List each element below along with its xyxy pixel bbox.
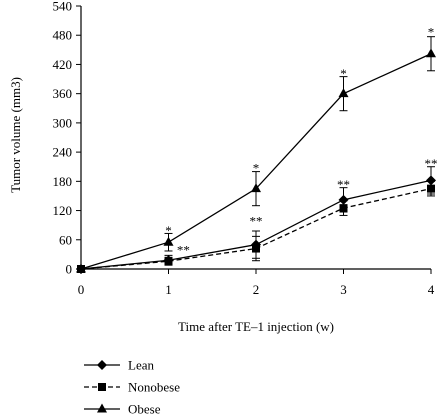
x-tick-label: 1	[165, 282, 172, 297]
legend-label-nonobese: Nonobese	[128, 380, 180, 395]
y-tick-label: 420	[53, 57, 73, 72]
data-point-obese	[338, 88, 349, 98]
y-tick-label: 60	[59, 232, 72, 247]
legend-item-nonobese: Nonobese	[84, 380, 180, 395]
data-point-nonobese	[252, 244, 260, 253]
data-point-nonobese	[427, 184, 435, 193]
data-point-obese	[163, 236, 174, 246]
significance-mark: *	[340, 66, 347, 81]
series-obese	[76, 36, 436, 273]
x-tick-label: 2	[253, 282, 260, 297]
y-tick-label: 300	[53, 115, 73, 130]
significance-mark: *	[165, 223, 172, 238]
legend: Lean Nonobese Obese	[84, 358, 180, 416]
y-tick-label: 360	[53, 86, 73, 101]
data-point-nonobese	[339, 204, 348, 213]
significance-mark: **	[250, 213, 263, 228]
legend-label-lean: Lean	[128, 358, 154, 373]
y-tick-label: 0	[66, 262, 73, 277]
data-point-obese	[76, 263, 86, 273]
x-tick-label: 0	[78, 282, 85, 297]
x-tick-label: 3	[340, 282, 347, 297]
legend-marker-obese	[97, 403, 107, 413]
significance-mark: **	[177, 243, 190, 258]
significance-mark: **	[337, 177, 350, 192]
data-point-obese	[426, 48, 436, 58]
x-tick-label: 4	[428, 282, 435, 297]
legend-marker-nonobese	[98, 383, 106, 391]
y-tick-label: 540	[53, 0, 73, 14]
y-axis-title: Tumor volume (mm3)	[8, 77, 23, 193]
significance-mark: *	[253, 161, 260, 176]
data-point-nonobese	[164, 257, 173, 266]
significance-mark: **	[425, 156, 438, 171]
y-tick-label: 240	[53, 145, 73, 160]
data-point-obese	[251, 183, 261, 193]
data-point-lean	[426, 175, 436, 186]
series-layer	[76, 36, 436, 274]
legend-marker-lean	[97, 360, 107, 370]
legend-item-lean: Lean	[84, 358, 154, 373]
x-axis-title: Time after TE–1 injection (w)	[178, 319, 334, 334]
y-tick-label: 480	[53, 28, 73, 43]
significance-mark: *	[428, 24, 435, 39]
legend-label-obese: Obese	[128, 402, 161, 416]
y-tick-label: 180	[53, 174, 73, 189]
axes: 0 60 120 180 240 300 360 420 480 540 0 1 2 3 4	[53, 0, 435, 297]
annotation-layer: ************	[165, 24, 437, 257]
legend-item-obese: Obese	[84, 402, 161, 416]
data-point-lean	[338, 194, 349, 205]
y-tick-label: 120	[53, 203, 73, 218]
